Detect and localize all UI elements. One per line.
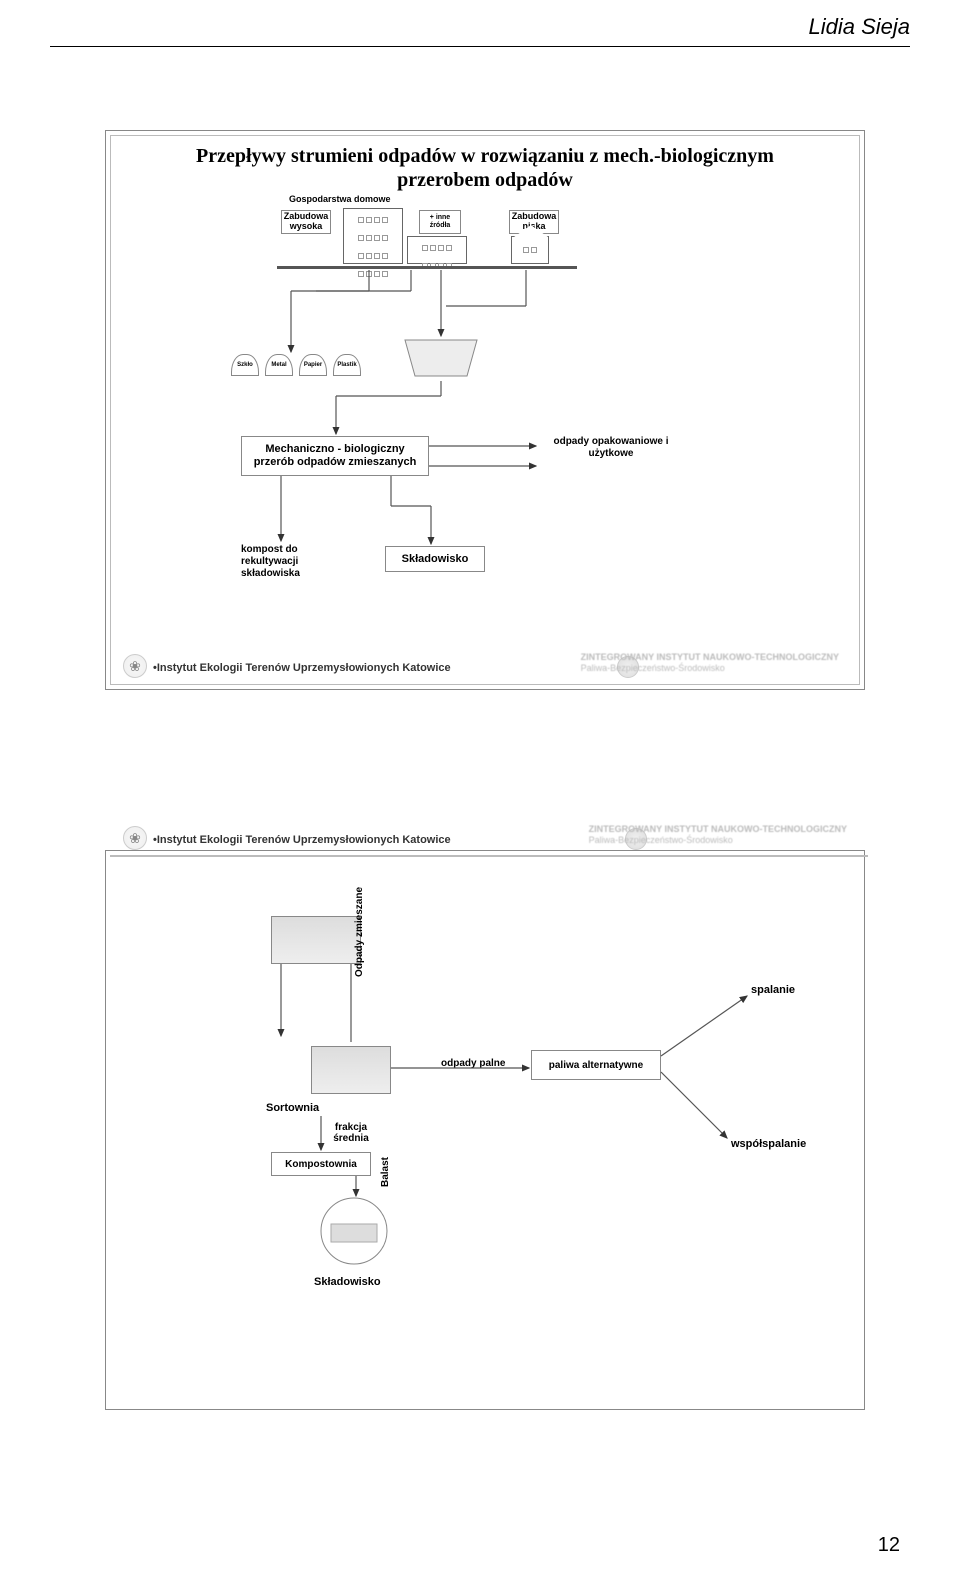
slide-1: Przepływy strumieni odpadów w rozwiązani…	[105, 130, 865, 690]
slide1-arrows	[111, 136, 861, 676]
slide1-footer: •Instytut Ekologii Terenów Uprzemysłowio…	[153, 662, 451, 674]
leaf-icon: ❀	[123, 654, 147, 678]
slide1-footer-right: ZINTEGROWANY INSTYTUT NAUKOWO-TECHNOLOGI…	[581, 652, 839, 674]
slide2-arrows	[111, 856, 861, 1396]
slide-2-content: Odpady zmieszane Sortownia frakcja średn…	[110, 855, 868, 857]
header-divider	[50, 46, 910, 47]
leaf-icon-2: ❀	[123, 826, 147, 850]
slide2-footer: •Instytut Ekologii Terenów Uprzemysłowio…	[153, 834, 451, 846]
slide-2: Odpady zmieszane Sortownia frakcja średn…	[105, 850, 865, 1410]
slide-1-content: Przepływy strumieni odpadów w rozwiązani…	[110, 135, 860, 685]
page-number: 12	[878, 1534, 900, 1557]
author-name: Lidia Sieja	[808, 14, 910, 40]
slide2-footer-right: ZINTEGROWANY INSTYTUT NAUKOWO-TECHNOLOGI…	[589, 824, 847, 846]
